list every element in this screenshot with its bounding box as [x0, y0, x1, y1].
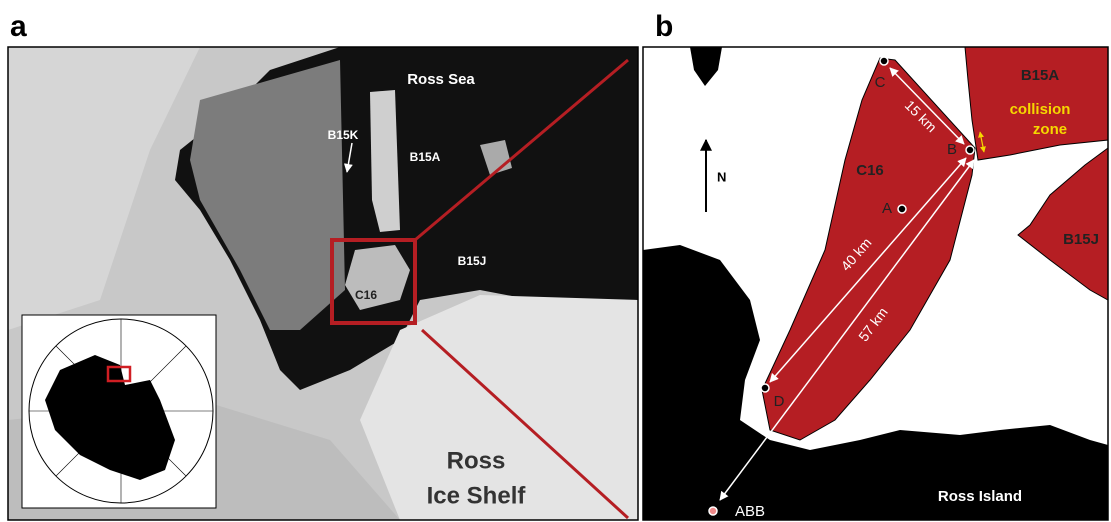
shelf-label: Ross: [447, 447, 506, 474]
panel-label: a: [10, 10, 27, 43]
iceberg-label: B15A: [410, 150, 441, 164]
inset-map: [22, 315, 216, 508]
point: [898, 205, 906, 213]
collision-label: collision: [1010, 101, 1071, 118]
point-label: C: [875, 74, 886, 91]
iceberg-label: C16: [856, 162, 884, 179]
point-label: D: [774, 393, 785, 410]
iceberg-label: B15A: [1021, 67, 1060, 84]
panel-label: b: [655, 10, 673, 43]
point: [761, 384, 769, 392]
point-label: B: [947, 141, 957, 158]
iceberg-label: B15K: [328, 128, 359, 142]
station-point: [709, 507, 717, 515]
iceberg-label: B15J: [458, 254, 487, 268]
point-label: A: [882, 200, 892, 217]
point: [966, 146, 974, 154]
figure: a Ross Sea B15K B15A B15J C16 Ross Ice S…: [0, 0, 1111, 522]
shelf-label: Ice Shelf: [427, 482, 527, 509]
collision-label: zone: [1033, 121, 1067, 138]
iceberg-label: B15J: [1063, 231, 1099, 248]
point: [880, 57, 888, 65]
island-label: Ross Island: [938, 488, 1022, 505]
station-label: ABB: [735, 503, 765, 520]
north-label: N: [717, 169, 726, 184]
sea-label: Ross Sea: [407, 71, 475, 88]
iceberg-label: C16: [355, 288, 377, 302]
